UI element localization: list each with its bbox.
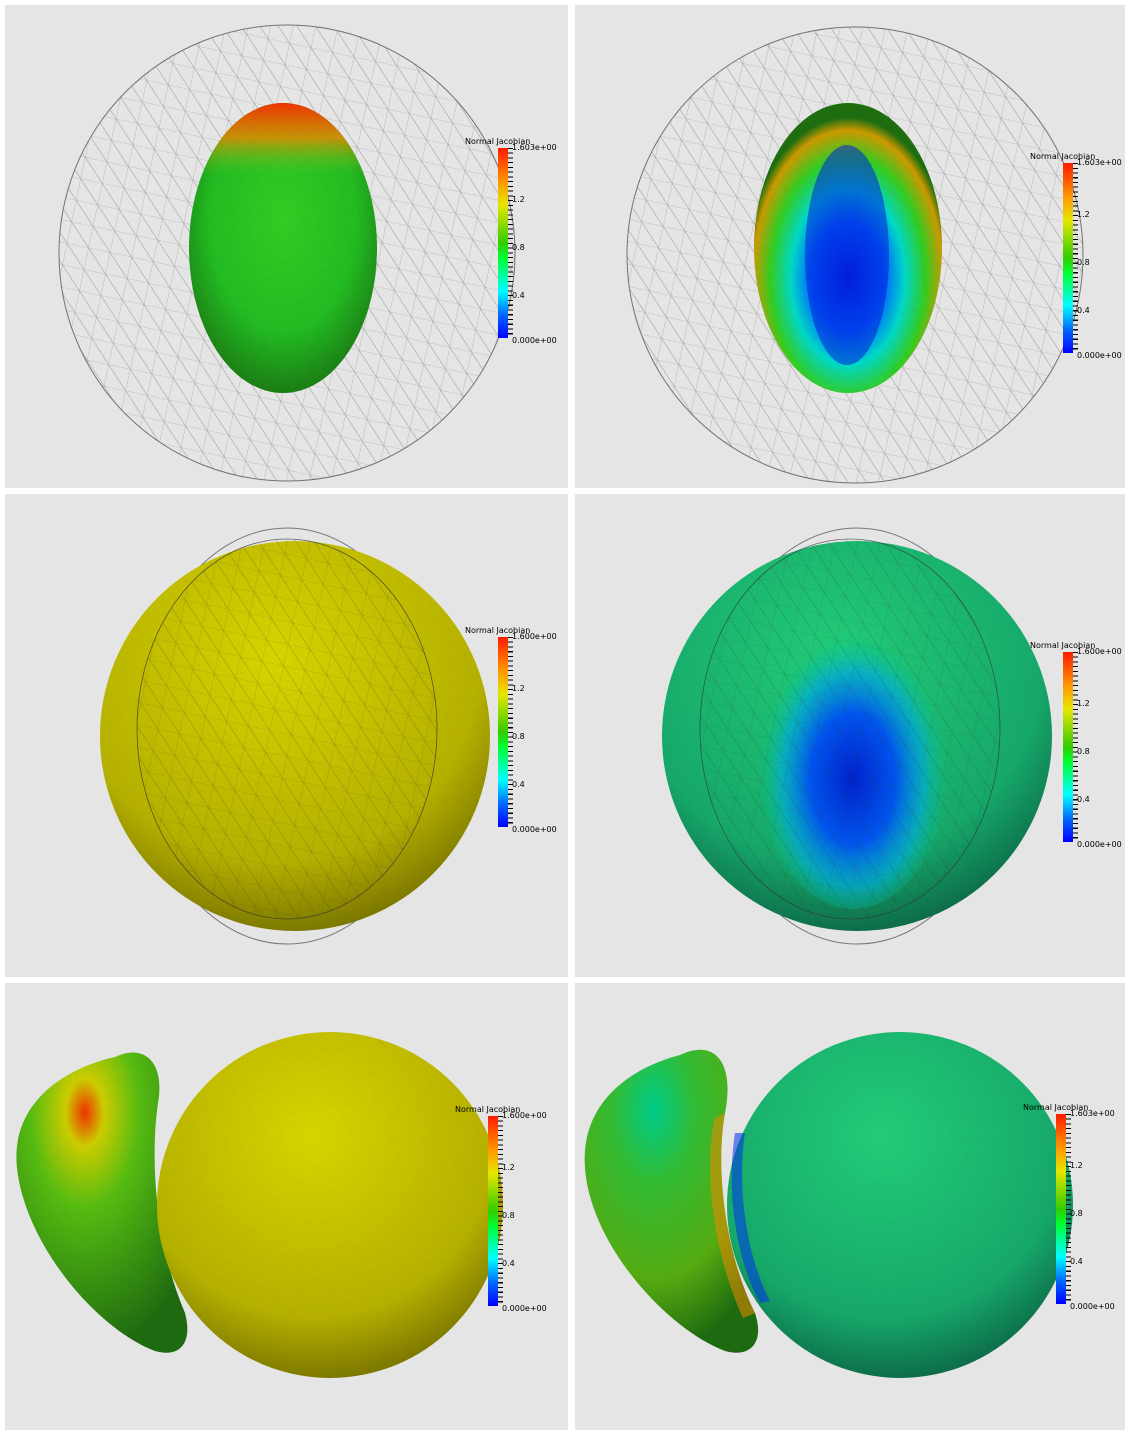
colorbar-title: Normal Jacobian: [455, 1105, 521, 1114]
panel-middle-left: Normal Jacobian 1.600e+00 1.2 0.8 0.4 0.…: [5, 494, 568, 977]
colorbar-ticks: [1073, 652, 1078, 842]
colorbar-tick-label: 1.2: [512, 195, 525, 204]
colorbar: Normal Jacobian 1.603e+00 1.2 0.8 0.4 0.…: [1030, 152, 1122, 362]
render-scene: [584, 1032, 1073, 1378]
colorbar-gradient: [1056, 1114, 1066, 1304]
colorbar-tick-label: 1.2: [512, 684, 525, 693]
panel-middle-right: Normal Jacobian 1.600e+00 1.2 0.8 0.4 0.…: [575, 494, 1125, 977]
colorbar-max-label: 1.600e+00: [1077, 647, 1122, 656]
colorbar-min-label: 0.000e+00: [1077, 351, 1122, 360]
colorbar-tick-label: 0.8: [512, 243, 525, 252]
colorbar-gradient: [1063, 163, 1073, 353]
panel-bottom-left: Normal Jacobian 1.600e+00 1.2 0.8 0.4 0.…: [5, 983, 568, 1430]
render-scene: [16, 1032, 503, 1378]
colorbar-ticks: [498, 1116, 503, 1306]
colorbar-ticks: [508, 148, 513, 338]
colorbar-min-label: 0.000e+00: [1070, 1302, 1115, 1311]
colorbar: Normal Jacobian 1.603e+00 1.2 0.8 0.4 0.…: [465, 137, 557, 347]
render-scene: [100, 527, 490, 945]
colorbar-title: Normal Jacobian: [465, 626, 531, 635]
colorbar-tick-label: 1.2: [1077, 699, 1090, 708]
colorbar: Normal Jacobian 1.600e+00 1.2 0.8 0.4 0.…: [1030, 641, 1122, 851]
colorbar-tick-label: 1.2: [1070, 1161, 1083, 1170]
colorbar-max-label: 1.603e+00: [512, 143, 557, 152]
colorbar-gradient: [498, 637, 508, 827]
colorbar-tick-label: 0.8: [512, 732, 525, 741]
colorbar: Normal Jacobian 1.600e+00 1.2 0.8 0.4 0.…: [465, 626, 557, 836]
wireframe-ellipsoid-overlay: [699, 538, 1001, 920]
colorbar-tick-label: 0.4: [502, 1259, 515, 1268]
colorbar-min-label: 0.000e+00: [512, 336, 557, 345]
colorbar-min-label: 0.000e+00: [502, 1304, 547, 1313]
colorbar-ticks: [1073, 163, 1078, 353]
colorbar-title: Normal Jacobian: [1023, 1103, 1089, 1112]
colorbar-title: Normal Jacobian: [465, 137, 531, 146]
colorbar-min-label: 0.000e+00: [1077, 840, 1122, 849]
colorbar-ticks: [1066, 1114, 1071, 1304]
render-scene: [626, 26, 1084, 484]
colorbar: Normal Jacobian 1.603e+00 1.2 0.8 0.4 0.…: [1023, 1103, 1115, 1313]
colorbar-gradient: [1063, 652, 1073, 842]
colorbar-tick-label: 0.4: [1070, 1257, 1083, 1266]
colorbar-tick-label: 0.8: [502, 1211, 515, 1220]
panel-top-right: Normal Jacobian 1.603e+00 1.2 0.8 0.4 0.…: [575, 5, 1125, 488]
colorbar-tick-label: 0.4: [512, 780, 525, 789]
colorbar-tick-label: 1.2: [502, 1163, 515, 1172]
wireframe-ellipsoid-overlay: [136, 538, 438, 920]
panel-top-left: Normal Jacobian 1.603e+00 1.2 0.8 0.4 0.…: [5, 5, 568, 488]
colorbar-tick-label: 0.8: [1077, 747, 1090, 756]
render-scene: [662, 527, 1052, 945]
colorbar-tick-label: 0.4: [512, 291, 525, 300]
colorbar-title: Normal Jacobian: [1030, 641, 1096, 650]
colorbar-min-label: 0.000e+00: [512, 825, 557, 834]
colorbar-max-label: 1.603e+00: [1070, 1109, 1115, 1118]
panel-bottom-right: Normal Jacobian 1.603e+00 1.2 0.8 0.4 0.…: [575, 983, 1125, 1430]
colorbar-gradient: [498, 148, 508, 338]
colorbar-title: Normal Jacobian: [1030, 152, 1096, 161]
colorbar: Normal Jacobian 1.600e+00 1.2 0.8 0.4 0.…: [455, 1105, 547, 1315]
colorbar-max-label: 1.603e+00: [1077, 158, 1122, 167]
colorbar-max-label: 1.600e+00: [502, 1111, 547, 1120]
kidney-contact-band: [710, 1113, 755, 1318]
render-scene: [58, 24, 516, 482]
colorbar-tick-label: 0.4: [1077, 306, 1090, 315]
colorbar-tick-label: 1.2: [1077, 210, 1090, 219]
colorbar-gradient: [488, 1116, 498, 1306]
colorbar-tick-label: 0.4: [1077, 795, 1090, 804]
colorbar-ticks: [508, 637, 513, 827]
colorbar-max-label: 1.600e+00: [512, 632, 557, 641]
colorbar-tick-label: 0.8: [1077, 258, 1090, 267]
colorbar-tick-label: 0.8: [1070, 1209, 1083, 1218]
